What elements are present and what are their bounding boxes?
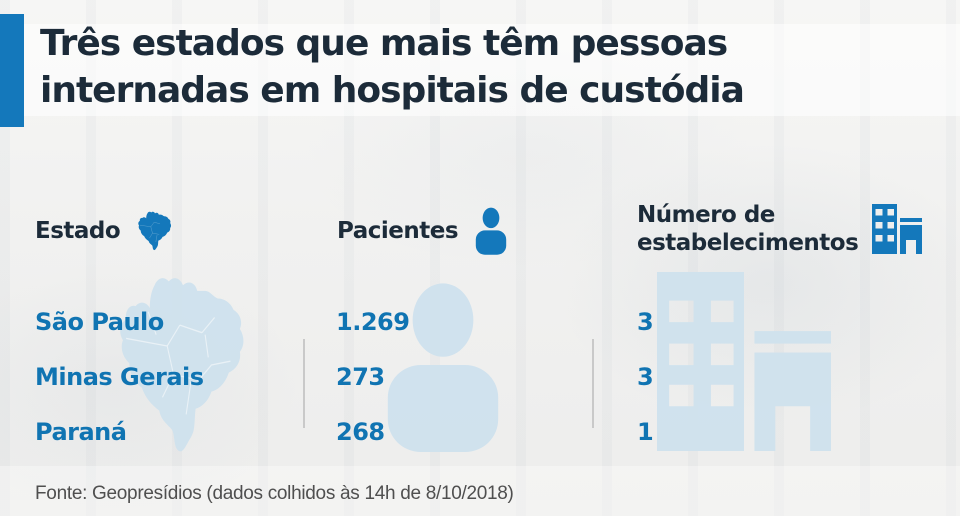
brazil-map-watermark [104, 270, 262, 460]
state-name-parana: Paraná [35, 418, 127, 446]
patients-value-minas-gerais: 273 [336, 363, 385, 391]
facilities-value-sao-paulo: 3 [637, 308, 654, 336]
buildings-watermark [657, 272, 831, 451]
estabelecimentos-column-label: Número de estabelecimentos [637, 201, 859, 257]
column-header-pacientes: Pacientes [337, 205, 510, 257]
background-light-band [0, 24, 960, 116]
title-accent-bar [0, 14, 24, 127]
person-watermark [374, 282, 512, 452]
patients-value-parana: 268 [336, 418, 385, 446]
column-header-estado: Estado [35, 205, 176, 257]
state-name-sao-paulo: São Paulo [35, 308, 164, 336]
buildings-icon [872, 204, 923, 254]
estado-column-label: Estado [35, 218, 121, 244]
page-title-line1: Três estados que mais têm pessoas [40, 23, 728, 64]
column-header-estabelecimentos: Número de estabelecimentos [637, 199, 923, 259]
column-divider-right [592, 339, 594, 428]
column-divider-left [303, 339, 305, 428]
source-note: Fonte: Geopresídios (dados colhidos às 1… [35, 483, 514, 504]
patients-value-sao-paulo: 1.269 [336, 308, 410, 336]
state-name-minas-gerais: Minas Gerais [35, 363, 204, 391]
estabelecimentos-label-line1: Número de [637, 202, 775, 228]
person-icon [472, 207, 510, 255]
facilities-value-parana: 1 [637, 418, 654, 446]
brazil-map-icon [134, 206, 176, 256]
pacientes-column-label: Pacientes [337, 218, 459, 244]
estabelecimentos-label-line2: estabelecimentos [637, 230, 859, 256]
page-title-line2: internadas em hospitais de custódia [40, 70, 745, 111]
background-footer-band [0, 466, 960, 516]
page-title: Três estados que mais têm pessoas intern… [40, 20, 745, 114]
facilities-value-minas-gerais: 3 [637, 363, 654, 391]
